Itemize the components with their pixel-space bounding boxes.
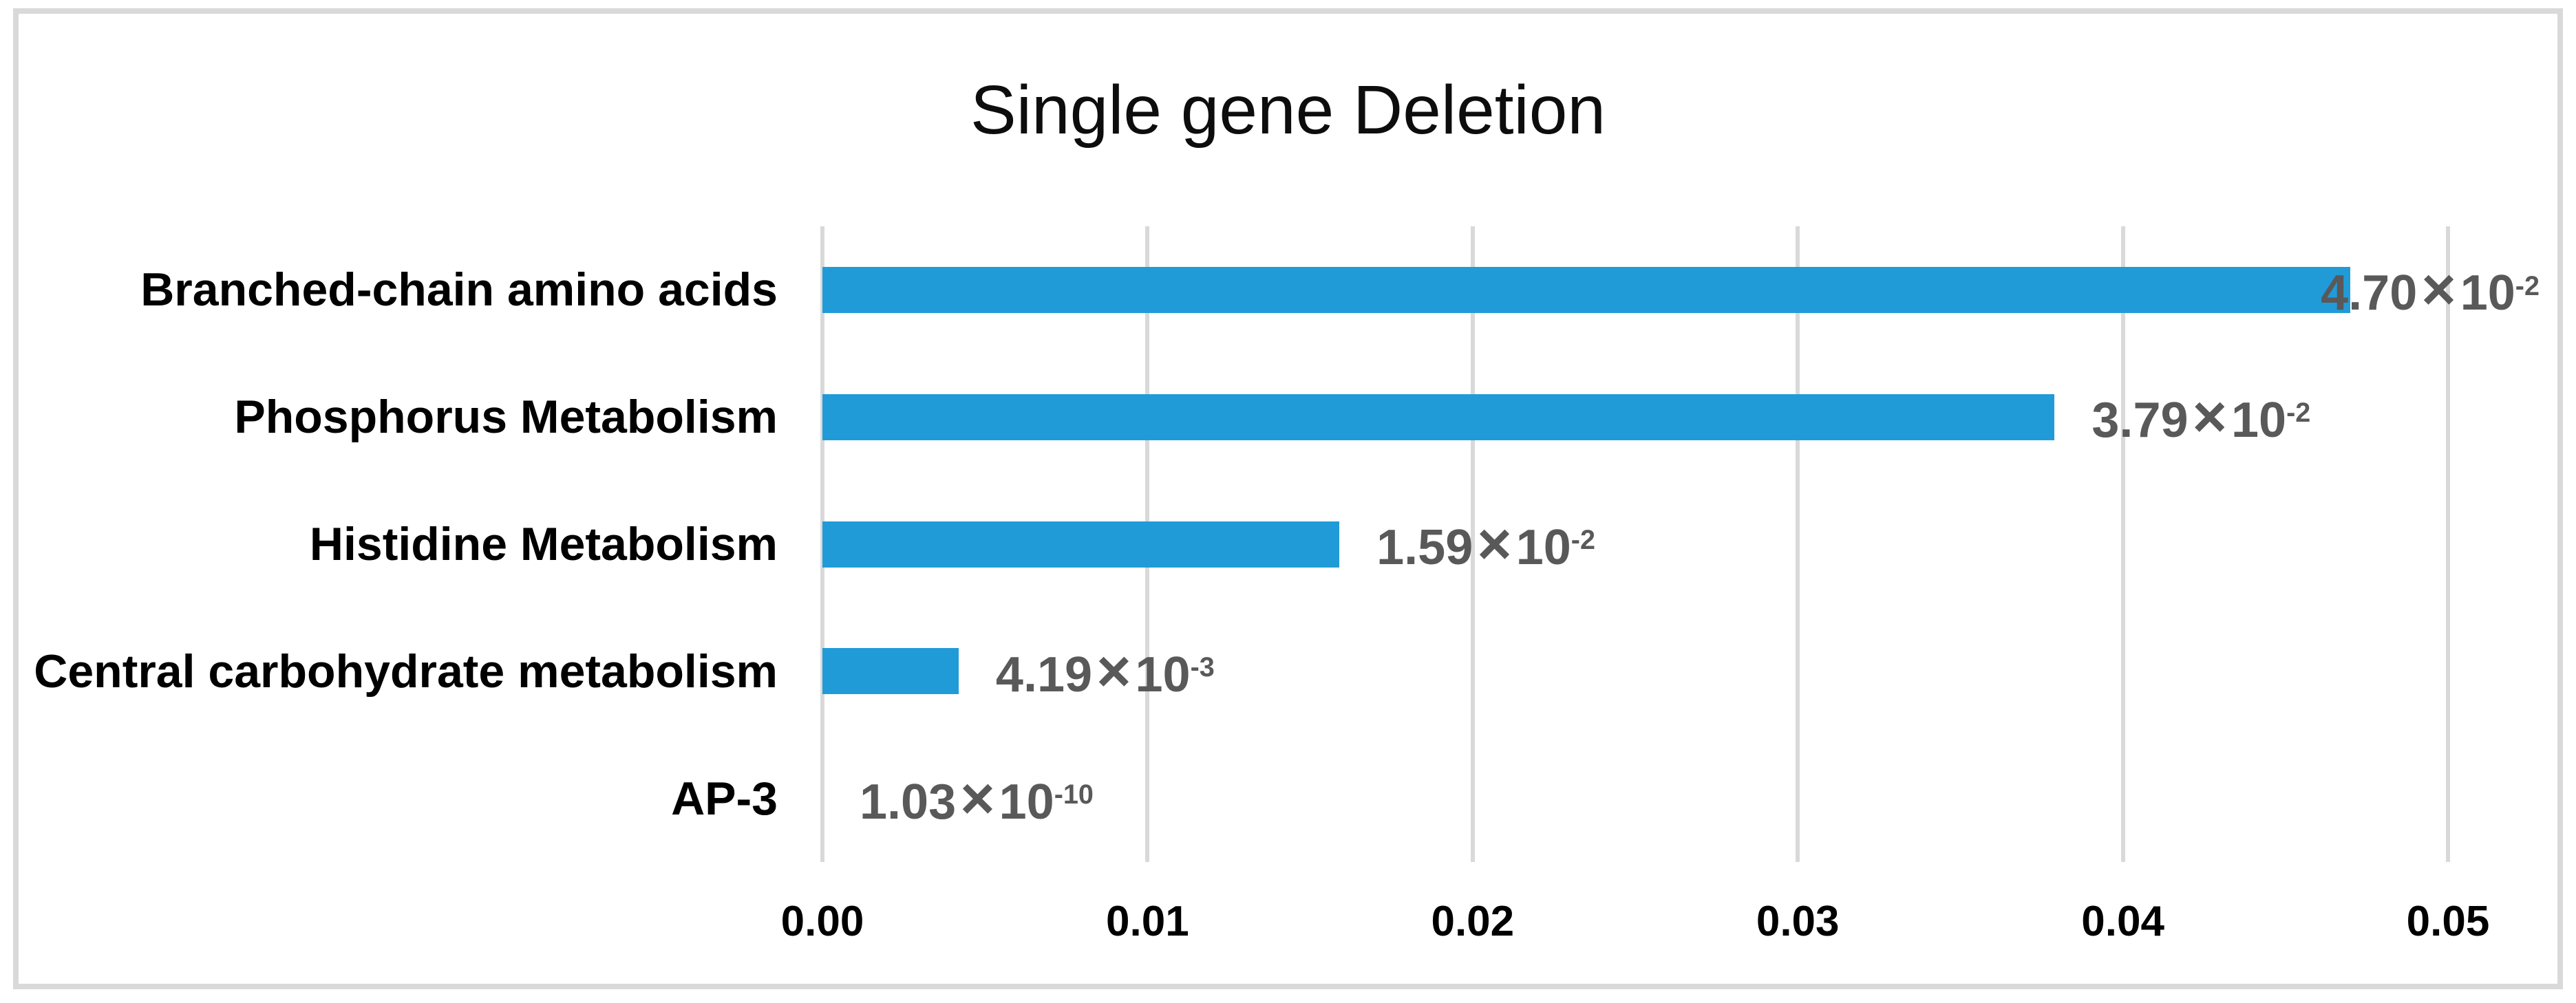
bar [822, 266, 2351, 313]
value-mantissa: 1.59 [1376, 519, 1473, 575]
x-tick-label: 0.03 [1756, 898, 1840, 945]
bar [822, 521, 1340, 568]
value-base: 10 [2460, 266, 2515, 321]
value-exponent: -3 [1190, 651, 1215, 682]
x-tick-label: 0.01 [1106, 898, 1189, 945]
gridline [1470, 226, 1475, 862]
value-label: 1.59×10-2 [1376, 515, 1595, 574]
value-label: 1.03×10-10 [860, 768, 1094, 828]
multiplication-sign: × [960, 765, 995, 832]
value-base: 10 [1515, 519, 1571, 575]
value-label: 3.79×10-2 [2091, 387, 2310, 446]
multiplication-sign: × [1477, 510, 1512, 577]
value-label: 4.70×10-2 [2321, 260, 2540, 319]
category-label: Branched-chain amino acids [140, 263, 778, 316]
x-tick-label: 0.02 [1431, 898, 1515, 945]
multiplication-sign: × [1096, 638, 1131, 704]
multiplication-sign: × [2192, 383, 2227, 450]
value-mantissa: 3.79 [2091, 392, 2189, 448]
value-base: 10 [999, 774, 1054, 830]
category-label: Phosphorus Metabolism [234, 391, 778, 444]
value-mantissa: 4.19 [995, 647, 1093, 702]
category-label: Histidine Metabolism [309, 518, 778, 570]
value-exponent: -2 [1571, 525, 1595, 556]
category-label: AP-3 [671, 772, 778, 825]
value-exponent: -2 [2286, 398, 2311, 429]
x-tick-label: 0.05 [2406, 898, 2490, 945]
value-base: 10 [2231, 392, 2287, 448]
chart-title: Single gene Deletion [970, 72, 1606, 149]
value-mantissa: 4.70 [2321, 266, 2418, 321]
gridline [2120, 226, 2125, 862]
x-tick-label: 0.04 [2081, 898, 2164, 945]
gridline [1796, 226, 1800, 862]
category-label: Central carbohydrate metabolism [34, 645, 778, 698]
value-exponent: -10 [1054, 779, 1094, 810]
bar [822, 393, 2055, 440]
gridline [2446, 226, 2450, 862]
multiplication-sign: × [2421, 257, 2456, 323]
plot-area: 4.70×10-2 3.79×10-2 1.59×10-2 4.19×10-3 1.03… [820, 226, 2540, 862]
x-tick-label: 0.00 [780, 898, 864, 945]
bar [822, 648, 959, 695]
value-label: 4.19×10-3 [995, 641, 1215, 702]
value-mantissa: 1.03 [860, 774, 957, 830]
chart-border-frame [13, 8, 2563, 989]
value-exponent: -2 [2515, 270, 2540, 301]
value-base: 10 [1135, 647, 1191, 702]
